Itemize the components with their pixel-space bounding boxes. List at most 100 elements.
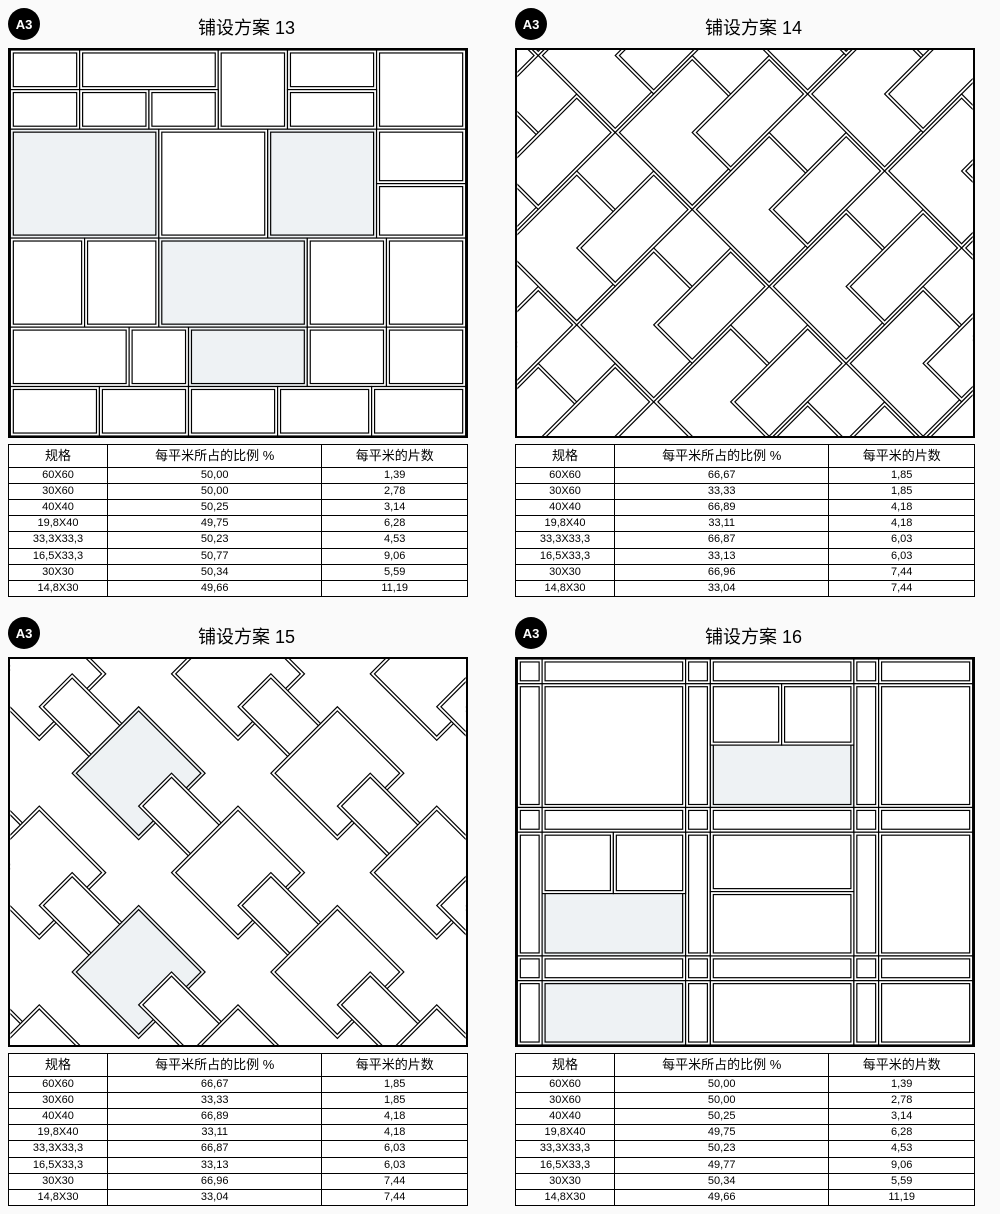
table-cell: 50,34 (614, 1173, 828, 1189)
table-cell: 4,18 (322, 1109, 468, 1125)
table-cell: 50,25 (614, 1109, 828, 1125)
table-cell: 11,19 (322, 580, 468, 596)
table-cell: 33,13 (614, 548, 828, 564)
table-cell: 50,34 (107, 564, 321, 580)
table-header-cell: 每平米所占的比例 % (614, 445, 828, 468)
panel-title: 铺设方案 16 (515, 617, 992, 657)
panel-title: 铺设方案 15 (8, 617, 485, 657)
table-cell: 16,5X33,3 (9, 1157, 108, 1173)
table-cell: 16,5X33,3 (9, 548, 108, 564)
table-header-cell: 每平米所占的比例 % (614, 1054, 828, 1077)
table-cell: 11,19 (829, 1190, 975, 1206)
table-cell: 7,44 (322, 1173, 468, 1189)
table-cell: 4,18 (829, 499, 975, 515)
table-cell: 1,39 (829, 1076, 975, 1092)
table-cell: 5,59 (829, 1173, 975, 1189)
table-cell: 9,06 (322, 548, 468, 564)
table-cell: 6,03 (322, 1157, 468, 1173)
table-cell: 66,96 (107, 1173, 321, 1189)
table-row: 14,8X3033,047,44 (9, 1190, 468, 1206)
table-cell: 40X40 (9, 499, 108, 515)
table-cell: 33,04 (614, 580, 828, 596)
tile-pattern-diagram (515, 48, 975, 438)
table-row: 33,3X33,350,234,53 (9, 532, 468, 548)
table-cell: 7,44 (829, 564, 975, 580)
table-header-cell: 规格 (516, 445, 615, 468)
table-cell: 19,8X40 (516, 1125, 615, 1141)
table-cell: 19,8X40 (9, 1125, 108, 1141)
table-cell: 9,06 (829, 1157, 975, 1173)
size-badge: A3 (8, 8, 40, 40)
table-row: 19,8X4049,756,28 (516, 1125, 975, 1141)
table-cell: 1,85 (322, 1076, 468, 1092)
table-row: 16,5X33,350,779,06 (9, 548, 468, 564)
table-row: 16,5X33,333,136,03 (9, 1157, 468, 1173)
table-cell: 33,04 (107, 1190, 321, 1206)
table-cell: 60X60 (516, 1076, 615, 1092)
tile-pattern-diagram (515, 657, 975, 1047)
table-cell: 33,3X33,3 (9, 1141, 108, 1157)
table-cell: 50,23 (614, 1141, 828, 1157)
table-row: 40X4050,253,14 (516, 1109, 975, 1125)
table-cell: 33,3X33,3 (516, 532, 615, 548)
table-row: 30X3066,967,44 (516, 564, 975, 580)
table-cell: 33,13 (107, 1157, 321, 1173)
table-cell: 49,66 (107, 580, 321, 596)
table-row: 30X3050,345,59 (9, 564, 468, 580)
table-cell: 66,96 (614, 564, 828, 580)
table-cell: 30X30 (9, 564, 108, 580)
table-cell: 66,89 (614, 499, 828, 515)
table-header-cell: 每平米的片数 (829, 445, 975, 468)
table-cell: 6,28 (829, 1125, 975, 1141)
table-row: 60X6066,671,85 (516, 467, 975, 483)
table-cell: 1,85 (829, 467, 975, 483)
spec-table: 规格每平米所占的比例 %每平米的片数60X6066,671,8530X6033,… (515, 444, 975, 597)
layout-panel: A3铺设方案 13 (8, 8, 485, 597)
table-row: 40X4066,894,18 (9, 1109, 468, 1125)
table-cell: 33,3X33,3 (9, 532, 108, 548)
table-cell: 4,53 (829, 1141, 975, 1157)
table-row: 14,8X3033,047,44 (516, 580, 975, 596)
table-cell: 1,85 (829, 483, 975, 499)
table-cell: 66,89 (107, 1109, 321, 1125)
spec-table: 规格每平米所占的比例 %每平米的片数60X6050,001,3930X6050,… (515, 1053, 975, 1206)
table-cell: 3,14 (322, 499, 468, 515)
table-cell: 30X30 (9, 1173, 108, 1189)
table-row: 40X4050,253,14 (9, 499, 468, 515)
table-cell: 14,8X30 (9, 580, 108, 596)
table-header-cell: 每平米所占的比例 % (107, 1054, 321, 1077)
table-cell: 6,28 (322, 516, 468, 532)
spec-table: 规格每平米所占的比例 %每平米的片数60X6050,001,3930X6050,… (8, 444, 468, 597)
table-cell: 60X60 (516, 467, 615, 483)
table-cell: 33,11 (614, 516, 828, 532)
table-row: 19,8X4033,114,18 (9, 1125, 468, 1141)
table-cell: 4,53 (322, 532, 468, 548)
table-cell: 14,8X30 (9, 1190, 108, 1206)
table-cell: 49,77 (614, 1157, 828, 1173)
table-cell: 2,78 (322, 483, 468, 499)
table-cell: 19,8X40 (9, 516, 108, 532)
table-cell: 30X60 (9, 1092, 108, 1108)
table-cell: 14,8X30 (516, 580, 615, 596)
table-row: 33,3X33,350,234,53 (516, 1141, 975, 1157)
table-row: 14,8X3049,6611,19 (9, 580, 468, 596)
table-cell: 50,00 (107, 483, 321, 499)
table-row: 30X6033,331,85 (516, 483, 975, 499)
table-row: 16,5X33,349,779,06 (516, 1157, 975, 1173)
table-cell: 4,18 (829, 516, 975, 532)
table-cell: 40X40 (516, 1109, 615, 1125)
table-cell: 30X30 (516, 1173, 615, 1189)
table-cell: 50,23 (107, 532, 321, 548)
table-row: 30X6050,002,78 (516, 1092, 975, 1108)
table-cell: 30X60 (9, 483, 108, 499)
table-cell: 60X60 (9, 1076, 108, 1092)
table-cell: 30X60 (516, 483, 615, 499)
table-row: 33,3X33,366,876,03 (9, 1141, 468, 1157)
table-cell: 7,44 (829, 580, 975, 596)
table-cell: 50,00 (614, 1092, 828, 1108)
size-badge: A3 (515, 8, 547, 40)
table-cell: 19,8X40 (516, 516, 615, 532)
table-cell: 40X40 (516, 499, 615, 515)
table-header-cell: 每平米所占的比例 % (107, 445, 321, 468)
table-row: 30X3050,345,59 (516, 1173, 975, 1189)
